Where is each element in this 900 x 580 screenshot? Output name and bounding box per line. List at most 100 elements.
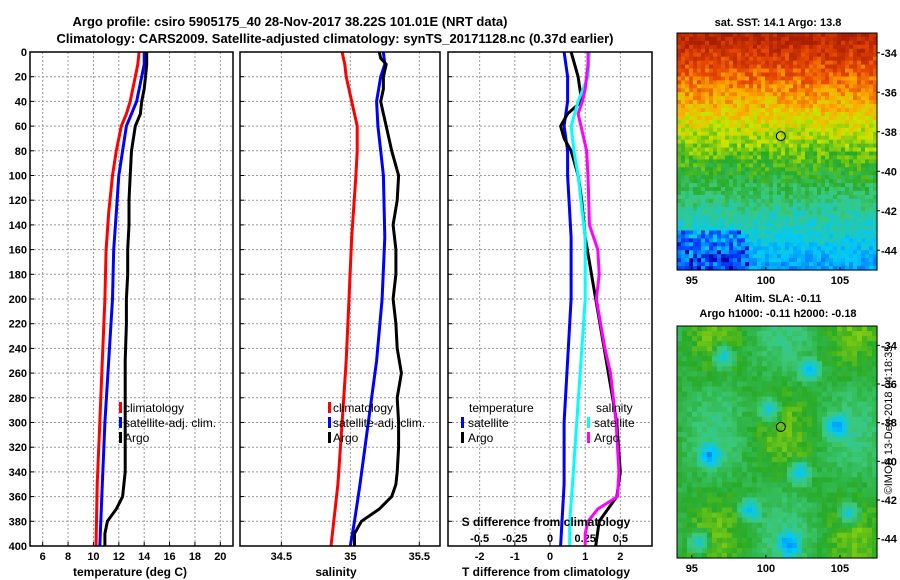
map-cell — [772, 532, 778, 539]
map-cell — [829, 254, 834, 259]
map-cell — [689, 64, 694, 70]
map-cell — [861, 226, 866, 232]
map-cell — [682, 416, 688, 423]
map-cell — [712, 436, 718, 443]
map-cell — [709, 218, 714, 224]
map-cell — [802, 346, 808, 352]
map-cell — [745, 266, 750, 271]
map-cell — [797, 371, 803, 378]
map-cell — [832, 527, 838, 534]
map-cell — [713, 159, 718, 164]
map-cell — [733, 198, 738, 204]
map-cell — [721, 250, 726, 255]
map-cell — [761, 135, 766, 141]
map-cell — [825, 48, 830, 54]
map-cell — [829, 127, 834, 133]
map-cell — [797, 171, 802, 176]
map-cell — [785, 242, 790, 247]
map-cell — [857, 467, 863, 473]
map-cell — [681, 262, 686, 267]
map-cell — [717, 72, 722, 78]
map-cell — [692, 326, 698, 332]
map-cell — [792, 447, 798, 453]
map-cell — [869, 127, 874, 133]
map-cell — [867, 376, 873, 383]
map-cell — [785, 36, 790, 42]
map-cell — [762, 416, 768, 423]
map-cell — [742, 527, 748, 534]
map-cell — [809, 175, 814, 180]
map-cell — [713, 163, 718, 168]
map-cell — [772, 366, 778, 372]
map-cell — [737, 194, 742, 200]
map-cell — [741, 135, 746, 141]
map-cell — [687, 467, 693, 473]
map-cell — [773, 80, 778, 85]
map-cell — [745, 104, 750, 109]
map-cell — [845, 100, 850, 105]
map-cell — [727, 356, 733, 362]
map-cell — [857, 33, 862, 38]
map-cell — [857, 416, 863, 423]
map-cell — [857, 492, 863, 499]
map-cell — [801, 92, 806, 97]
map-cell — [862, 401, 868, 408]
map-cell — [845, 131, 850, 137]
map-cell — [713, 56, 718, 62]
map-cell — [812, 381, 818, 388]
map-cell — [733, 84, 738, 89]
map-cell — [809, 48, 814, 54]
map-cell — [677, 100, 682, 105]
map-cell — [689, 198, 694, 204]
map-cell — [687, 442, 693, 448]
map-cell — [773, 64, 778, 70]
map-cell — [709, 266, 714, 271]
map-cell — [845, 64, 850, 70]
map-cell — [853, 230, 858, 236]
map-cell — [681, 258, 686, 263]
map-cell — [733, 234, 738, 239]
map-cell — [693, 258, 698, 263]
map-cell — [849, 52, 854, 58]
map-cell — [821, 163, 826, 168]
map-cell — [702, 386, 708, 393]
map-cell — [785, 115, 790, 121]
map-cell — [761, 52, 766, 58]
map-cell — [869, 266, 874, 271]
map-cell — [757, 143, 762, 149]
map-cell — [865, 36, 870, 42]
map-cell — [777, 222, 782, 228]
map-cell — [697, 391, 703, 398]
map-cell — [729, 115, 734, 121]
map-cell — [733, 123, 738, 129]
map-cell — [829, 88, 834, 93]
map-cell — [807, 472, 813, 478]
map-cell — [752, 512, 758, 519]
map-cell — [805, 226, 810, 232]
map-cell — [732, 336, 738, 342]
map-cell — [793, 238, 798, 243]
map-cell — [725, 96, 730, 101]
map-cell — [709, 183, 714, 188]
map-cell — [813, 246, 818, 251]
map-cell — [727, 472, 733, 478]
map-cell — [807, 361, 813, 367]
map-cell — [777, 452, 783, 458]
map-cell — [737, 416, 743, 423]
map-cell — [822, 477, 828, 483]
map-cell — [737, 401, 743, 408]
x-tick-label: 20 — [214, 551, 226, 563]
map-cell — [813, 175, 818, 180]
map-cell — [789, 104, 794, 109]
map-cell — [677, 326, 683, 332]
map-cell — [741, 123, 746, 129]
map-cell — [721, 238, 726, 243]
map-cell — [677, 187, 682, 192]
map-cell — [829, 131, 834, 137]
map-cell — [873, 230, 878, 236]
map-cell — [802, 356, 808, 362]
map-cell — [749, 218, 754, 224]
map-cell — [677, 442, 683, 448]
map-cell — [797, 391, 803, 398]
map-cell — [677, 532, 683, 539]
